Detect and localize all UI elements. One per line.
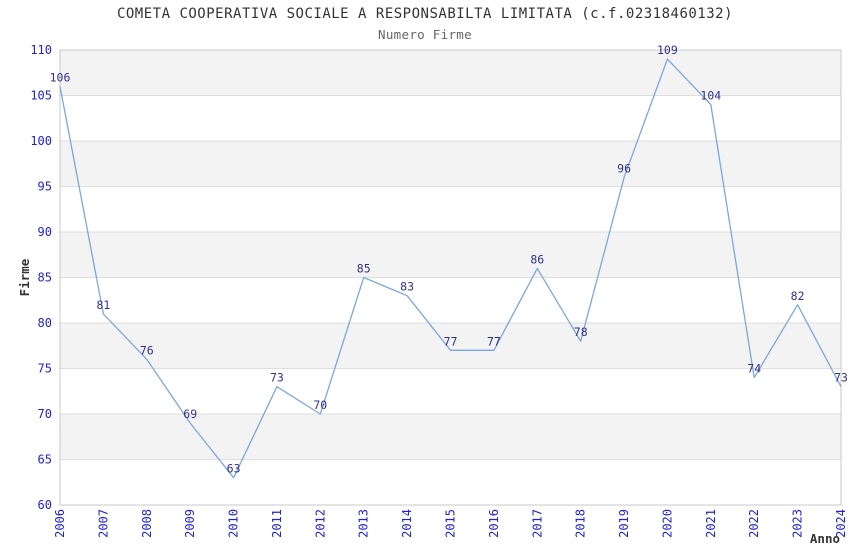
data-label: 73 — [270, 371, 284, 385]
x-tick-label: 2006 — [53, 509, 67, 538]
data-label: 96 — [617, 161, 631, 175]
y-tick-label: 90 — [38, 225, 52, 239]
x-tick-label: 2008 — [140, 509, 154, 538]
data-label: 63 — [227, 462, 241, 476]
x-tick-label: 2011 — [270, 509, 284, 538]
x-tick-label: 2024 — [834, 509, 848, 538]
y-tick-label: 60 — [38, 498, 52, 512]
data-label: 78 — [574, 325, 588, 339]
data-label: 70 — [313, 398, 327, 412]
data-label: 77 — [444, 334, 458, 348]
x-tick-label: 2012 — [313, 509, 327, 538]
data-label: 86 — [530, 252, 544, 266]
data-label: 76 — [140, 343, 154, 357]
x-tick-label: 2013 — [357, 509, 371, 538]
y-tick-label: 75 — [38, 362, 52, 376]
data-label: 83 — [400, 280, 414, 294]
plot-band — [60, 414, 841, 460]
y-tick-label: 80 — [38, 316, 52, 330]
data-label: 77 — [487, 334, 501, 348]
data-label: 109 — [657, 43, 678, 57]
y-tick-label: 65 — [38, 453, 52, 467]
plot-border — [59, 49, 842, 506]
plot-band — [60, 50, 841, 96]
data-label: 104 — [700, 89, 721, 103]
x-tick-label: 2023 — [791, 509, 805, 538]
plot-band — [60, 232, 841, 278]
x-axis-title: Anno — [810, 531, 840, 546]
y-tick-label: 105 — [30, 89, 52, 103]
x-tick-label: 2020 — [660, 509, 674, 538]
data-label: 85 — [357, 262, 371, 276]
x-tick-label: 2019 — [617, 509, 631, 538]
y-tick-label: 110 — [30, 43, 52, 57]
chart-subtitle: Numero Firme — [378, 27, 472, 42]
series-line — [59, 58, 842, 479]
x-tick-label: 2014 — [400, 509, 414, 538]
data-label: 74 — [747, 362, 761, 376]
x-tick-label: 2009 — [183, 509, 197, 538]
x-tick-label: 2016 — [487, 509, 501, 538]
y-tick-label: 70 — [38, 407, 52, 421]
x-tick-label: 2018 — [574, 509, 588, 538]
y-tick-label: 100 — [30, 134, 52, 148]
plot-band — [60, 141, 841, 187]
y-tick-label: 85 — [38, 271, 52, 285]
x-tick-label: 2022 — [747, 509, 761, 538]
data-label: 73 — [834, 371, 848, 385]
chart-title: COMETA COOPERATIVA SOCIALE A RESPONSABIL… — [116, 6, 734, 22]
data-label: 81 — [96, 298, 110, 312]
y-axis-title: Firme — [17, 258, 32, 296]
y-tick-label: 95 — [38, 180, 52, 194]
x-tick-label: 2021 — [704, 509, 718, 538]
data-label: 106 — [50, 70, 71, 84]
data-label: 69 — [183, 407, 197, 421]
x-tick-label: 2015 — [444, 509, 458, 538]
data-label: 82 — [791, 289, 805, 303]
plot-band — [60, 323, 841, 369]
x-tick-label: 2007 — [96, 509, 110, 538]
x-tick-label: 2017 — [530, 509, 544, 538]
x-tick-label: 2010 — [227, 509, 241, 538]
